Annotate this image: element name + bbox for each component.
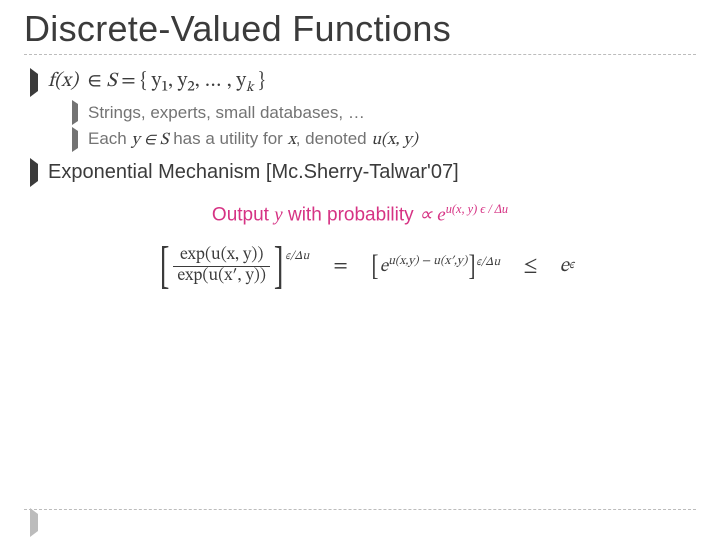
slide: Discrete-Valued Functions f(x) ∈ S = { y… bbox=[0, 0, 720, 540]
bottom-rule bbox=[24, 509, 696, 510]
bullet-1-text: f(x) ∈ S = { y₁, y₂, … , yk } bbox=[48, 69, 265, 97]
equation-lhs: [ exp(u(x, y)) exp(u(x′, y)) ] ϵ/Δu bbox=[156, 240, 311, 292]
triangle-icon bbox=[72, 131, 78, 149]
bullet-1b: Each y ∈ S has a utility for x, denoted … bbox=[72, 129, 696, 151]
triangle-icon bbox=[30, 74, 38, 92]
equation-bound: [ exp(u(x, y)) exp(u(x′, y)) ] ϵ/Δu = [ … bbox=[34, 240, 696, 292]
page-title: Discrete-Valued Functions bbox=[24, 8, 696, 50]
bullet-2: Exponential Mechanism [Mc.Sherry-Talwar'… bbox=[30, 161, 696, 184]
bullet-2-text: Exponential Mechanism [Mc.Sherry-Talwar'… bbox=[48, 161, 459, 184]
triangle-icon bbox=[72, 104, 78, 122]
bullet-1a-text: Strings, experts, small databases, … bbox=[88, 103, 365, 123]
empty-bullet bbox=[30, 514, 38, 532]
triangle-icon bbox=[30, 164, 38, 182]
equation-rhs: eϵ bbox=[560, 254, 574, 279]
bullet-1: f(x) ∈ S = { y₁, y₂, … , yk } bbox=[30, 69, 696, 97]
bullet-1a: Strings, experts, small databases, … bbox=[72, 103, 696, 123]
bullet-1b-text: Each y ∈ S has a utility for x, denoted … bbox=[88, 129, 418, 151]
equation-mid: [ eu(x,y) − u(x′,y) ] ϵ/Δu bbox=[370, 251, 502, 281]
title-rule bbox=[24, 54, 696, 55]
equation-output-probability: Output y with probability ∝ eu(x, y) ϵ /… bbox=[24, 202, 696, 226]
equals-sign: = bbox=[333, 254, 347, 279]
leq-sign: ≤ bbox=[523, 254, 537, 279]
